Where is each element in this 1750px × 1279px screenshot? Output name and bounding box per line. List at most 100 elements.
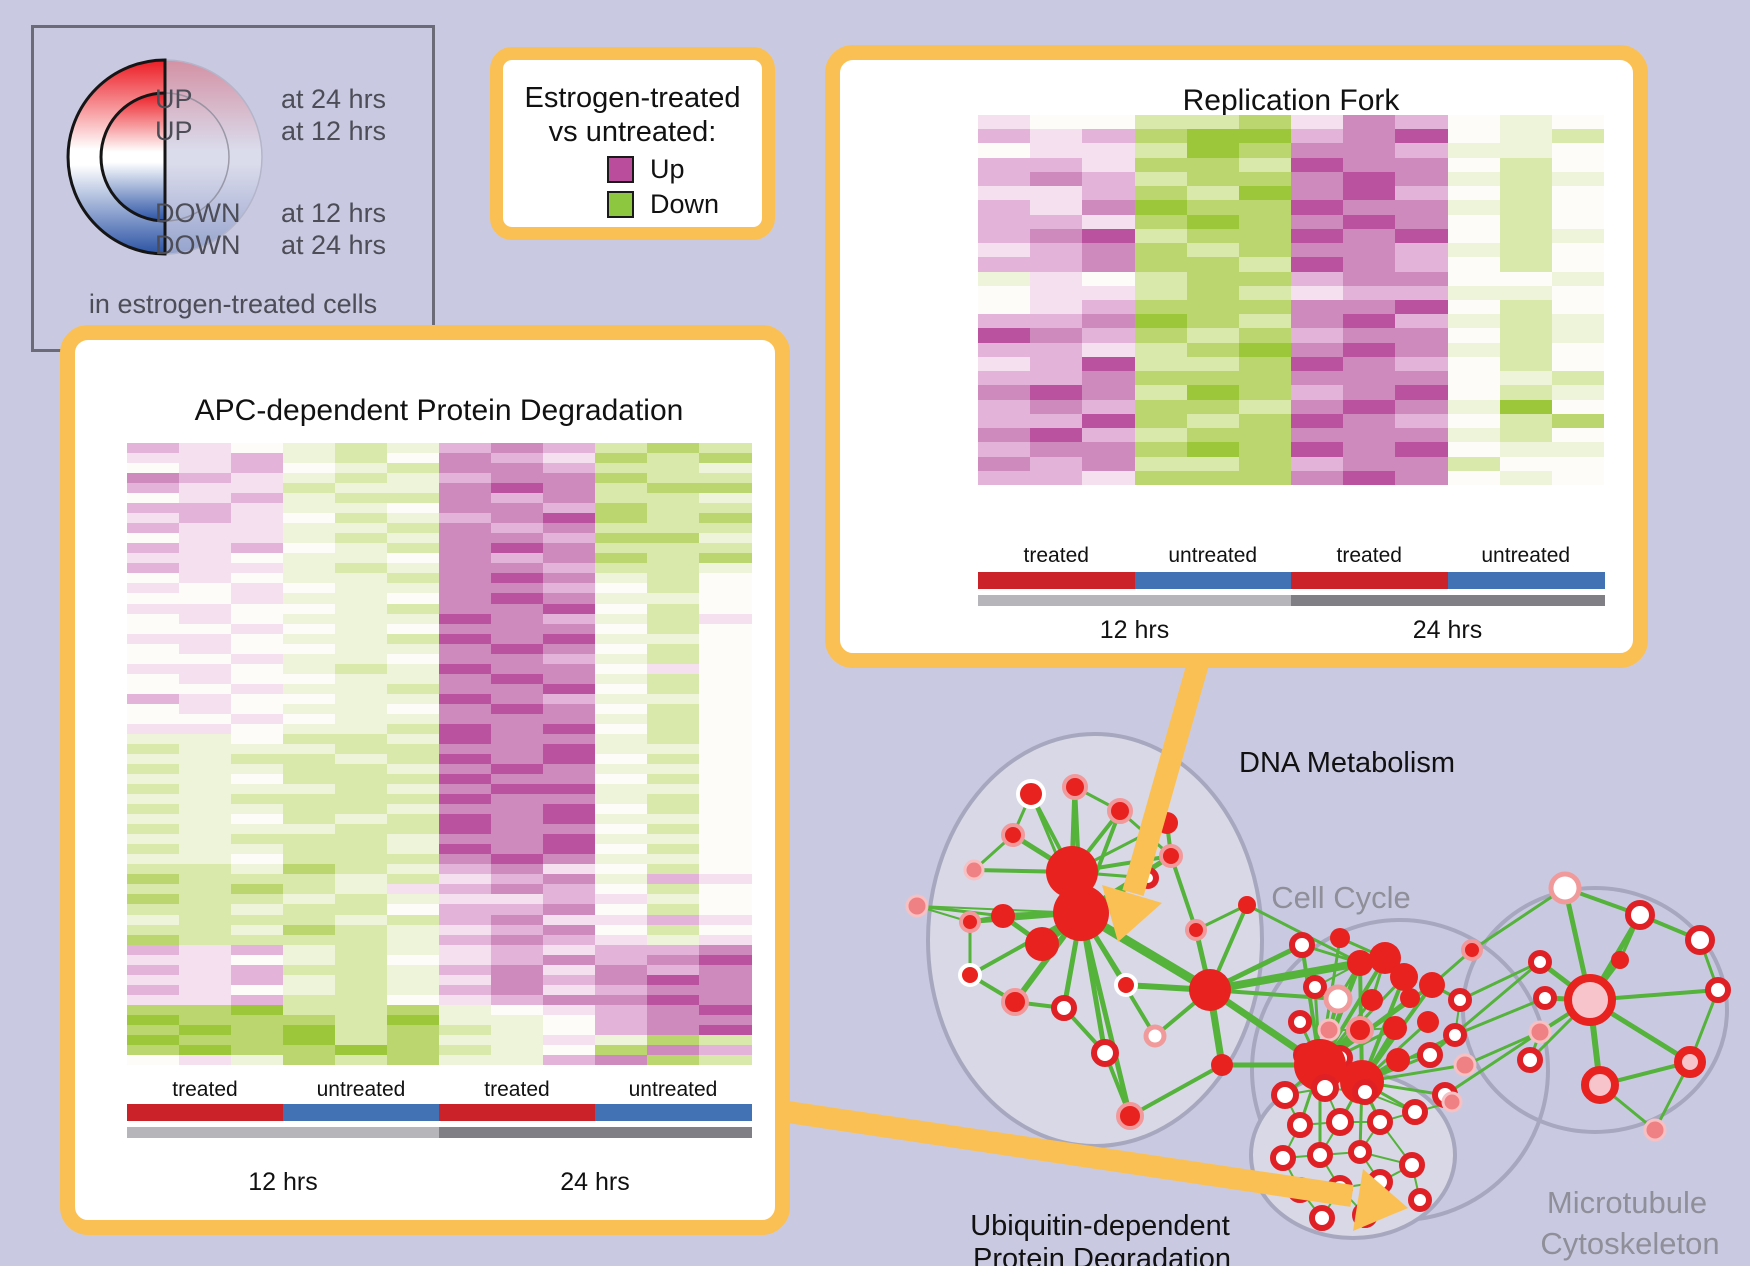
heatmap-cell	[699, 453, 752, 464]
heatmap-cell	[1030, 129, 1083, 144]
heatmap-cell	[1499, 385, 1553, 401]
heatmap-cell	[595, 673, 648, 685]
heatmap-cell	[1134, 413, 1188, 429]
heatmap-cell	[439, 613, 492, 625]
heatmap-cell	[647, 824, 700, 835]
heatmap-cell	[127, 834, 180, 845]
heatmap-cell	[439, 994, 492, 1006]
heatmap-cell	[335, 984, 388, 996]
heatmap-cell	[543, 934, 596, 946]
heatmap-cell	[231, 673, 284, 685]
heatmap-cell	[1082, 442, 1135, 458]
heatmap-cell	[978, 200, 1031, 216]
heatmap-cell	[127, 633, 180, 645]
heatmap-cell	[335, 673, 388, 685]
heatmap-cell	[1186, 399, 1240, 415]
heatmap-cell	[127, 1054, 180, 1066]
heatmap-cell	[543, 754, 596, 765]
heatmap-cell	[439, 553, 492, 564]
network-edge	[1528, 998, 1592, 1062]
heatmap-cell	[231, 443, 284, 454]
ring-row-down-12-time: at 12 hrs	[281, 198, 387, 228]
heatmap-cell	[1291, 399, 1344, 415]
heatmap-cell	[179, 994, 232, 1006]
heatmap-cell	[179, 653, 232, 665]
heatmap-cell	[335, 523, 388, 534]
network-edge	[1370, 956, 1387, 1002]
heatmap-cell	[1186, 371, 1240, 386]
heatmap-cell	[231, 824, 284, 835]
heatmap-cell	[491, 683, 544, 695]
heatmap-cell	[595, 1054, 648, 1066]
heatmap-cell	[699, 954, 752, 966]
heatmap-cell	[595, 1044, 648, 1056]
heatmap-cell	[647, 743, 700, 755]
heatmap-cell	[179, 1044, 232, 1056]
network-edge	[1364, 1181, 1381, 1216]
heatmap-cell	[699, 743, 752, 755]
heatmap-cell	[491, 663, 544, 675]
network-node	[1402, 1099, 1428, 1125]
heatmap-cell	[127, 683, 180, 695]
heatmap-cell	[283, 944, 336, 956]
heatmap-cell	[179, 1034, 232, 1046]
heatmap-cell	[335, 533, 388, 544]
heatmap-cell	[1447, 115, 1501, 130]
heatmap-cell	[699, 894, 752, 905]
heatmap-cell	[699, 673, 752, 685]
heatmap-cell	[179, 954, 232, 966]
heatmap-cell	[647, 814, 700, 825]
heatmap-cell	[1395, 356, 1448, 372]
heatmap-cell	[335, 894, 388, 905]
heatmap-cell	[335, 844, 388, 855]
heatmap-cell	[543, 683, 596, 695]
network-edge	[1359, 1151, 1381, 1183]
heatmap-cell	[491, 633, 544, 645]
network-edge	[1359, 1121, 1381, 1153]
heatmap-cell	[335, 1054, 388, 1066]
network-edge	[1169, 854, 1198, 932]
heatmap-cell	[1030, 442, 1083, 458]
heatmap-cell	[491, 954, 544, 966]
heatmap-cell	[1238, 129, 1292, 144]
network-node	[1053, 885, 1109, 941]
heatmap-cell	[647, 603, 700, 615]
heatmap-cell	[595, 814, 648, 825]
heatmap-cell	[1499, 456, 1553, 472]
heatmap-cell	[647, 653, 700, 665]
network-edge	[1037, 908, 1086, 949]
network-edge	[1653, 1060, 1692, 1132]
heatmap-cell	[978, 271, 1031, 287]
heatmap-cell	[595, 934, 648, 946]
heatmap-cell	[1030, 399, 1083, 415]
heatmap-cell	[439, 934, 492, 946]
heatmap-cell	[283, 754, 336, 765]
ring-row-down-24-dir: DOWN	[155, 230, 241, 260]
heatmap-cell	[491, 784, 544, 795]
heatmap-cell	[595, 653, 648, 665]
heatmap-cell	[127, 693, 180, 705]
network-node	[1367, 1109, 1393, 1135]
heatmap-cell	[283, 653, 336, 665]
heatmap-cell	[231, 513, 284, 524]
arrow-replication-fork-to-dna-head	[1102, 885, 1162, 942]
color-legend-title-line2: vs untreated:	[548, 116, 717, 148]
heatmap-cell	[283, 924, 336, 936]
heatmap-cell	[1238, 371, 1292, 386]
heatmap-cell	[1395, 228, 1448, 244]
heatmap-cell	[543, 784, 596, 795]
heatmap-cell	[335, 764, 388, 775]
heatmap-cell	[1030, 143, 1083, 159]
network-edge	[1324, 1087, 1366, 1093]
heatmap-cell	[127, 613, 180, 625]
heatmap-cell	[699, 633, 752, 645]
heatmap-cell	[491, 543, 544, 554]
network-node	[1288, 1010, 1312, 1034]
heatmap-cell	[127, 483, 180, 494]
heatmap-cell	[543, 503, 596, 514]
network-edge	[1463, 1030, 1542, 1067]
heatmap-cell	[491, 443, 544, 454]
network-node	[1352, 1079, 1378, 1105]
heatmap-cell	[335, 713, 388, 725]
heatmap-cell	[283, 844, 336, 855]
